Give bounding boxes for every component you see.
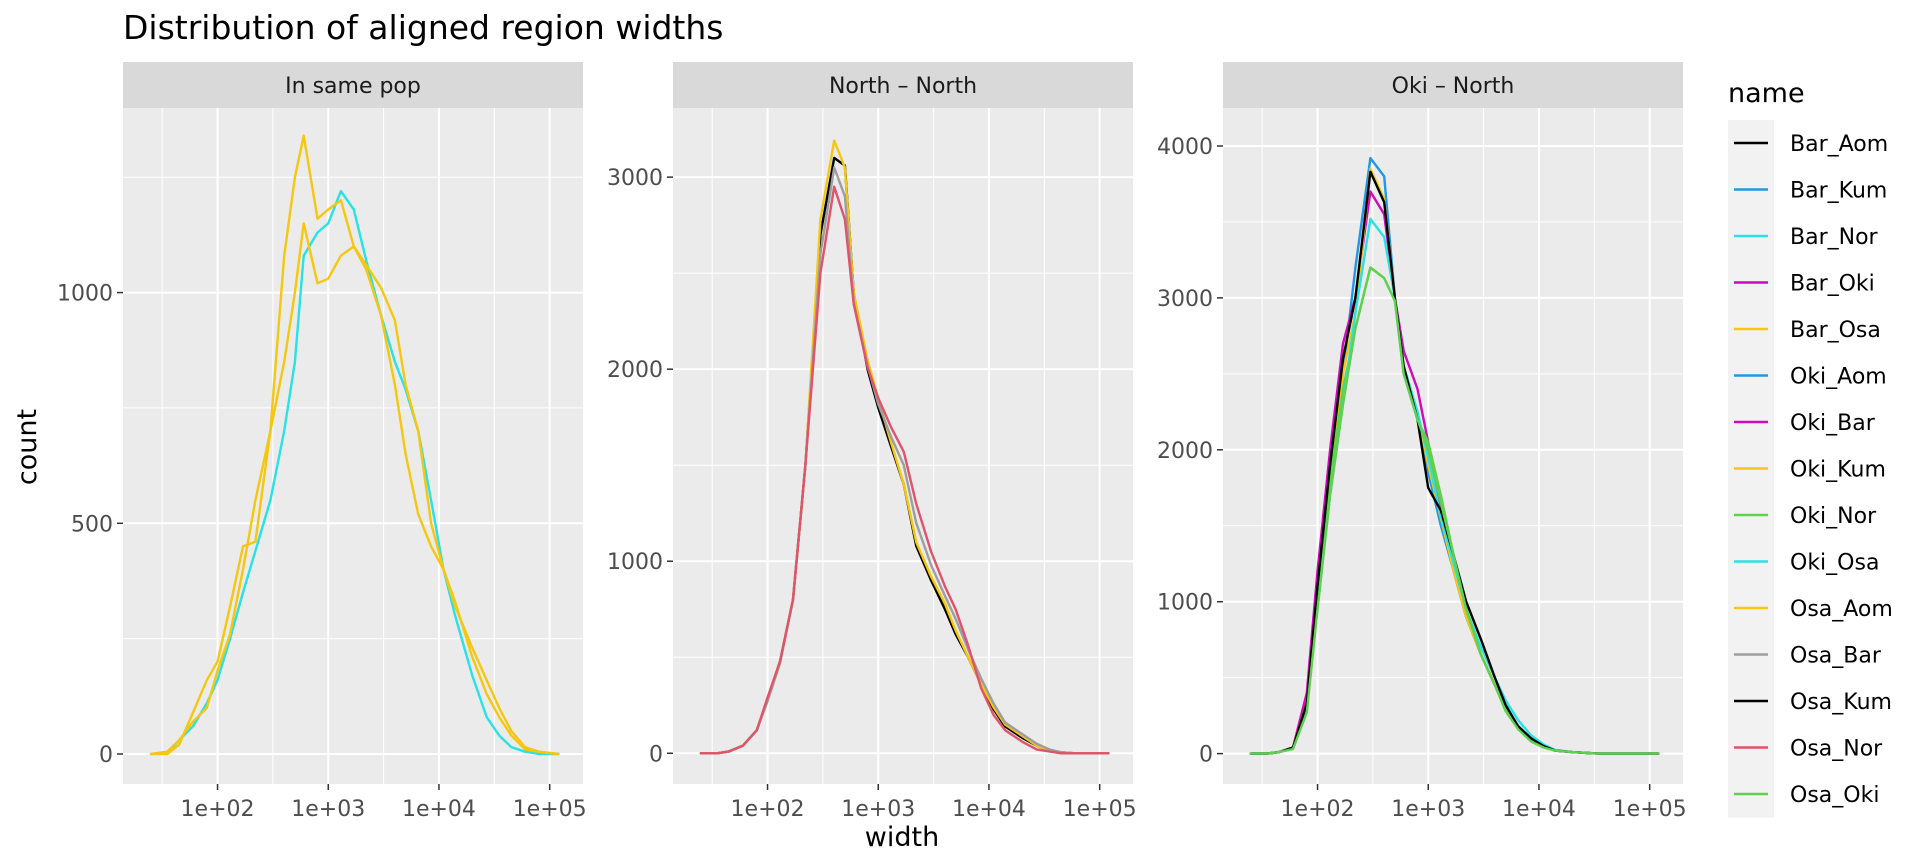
x-tick-label: 1e+05 [513,797,587,822]
facet-strip-label: In same pop [285,74,421,99]
facet-strip [673,62,1133,108]
legend-label: Osa_Kum [1790,690,1892,715]
facet-strip [1223,62,1683,108]
panel-background [673,108,1133,784]
legend-item: Osa_Nor [1734,737,1883,762]
legend: name Bar_Aom Bar_Kum Bar_Nor Bar_Oki Bar_Osa… [1728,78,1893,818]
legend-title: name [1728,78,1805,109]
y-tick-label: 1000 [57,282,113,307]
legend-item: Oki_Bar [1734,411,1876,436]
y-tick-label: 2000 [1157,439,1213,464]
legend-label: Oki_Nor [1790,504,1877,529]
series-line-oki-kum [149,134,560,756]
x-tick-label: 1e+05 [1613,797,1687,822]
x-tick-label: 1e+02 [181,797,255,822]
x-tick-label: 1e+04 [952,797,1026,822]
facet-strip [123,62,583,108]
x-tick-label: 1e+04 [402,797,476,822]
legend-label: Oki_Aom [1790,365,1887,390]
legend-item: Oki_Osa [1734,551,1879,576]
series-line-bar-osa [149,222,560,756]
y-tick-label: 0 [1199,743,1213,768]
facet-strip-label: Oki – North [1392,74,1515,99]
facet-panel: In same pop 0 500 1000 1e+02 1e+03 1e+04 1e+05 [57,62,587,822]
legend-item: Oki_Kum [1734,458,1886,483]
x-axis-title: width [865,822,939,853]
legend-label: Bar_Aom [1790,132,1888,157]
legend-item: Osa_Oki [1734,783,1879,808]
facet-panel: North – North 0 1000 2000 3000 1e+02 1e+03 1e+0… [607,62,1137,822]
legend-item: Bar_Aom [1734,132,1888,157]
y-tick-label: 4000 [1157,135,1213,160]
legend-label: Bar_Oki [1790,272,1875,297]
legend-label: Oki_Kum [1790,458,1886,483]
x-tick-label: 1e+02 [1281,797,1355,822]
y-axis-title: count [12,409,43,485]
legend-item: Osa_Kum [1734,690,1892,715]
legend-label: Oki_Bar [1790,411,1876,436]
y-tick-label: 500 [71,512,113,537]
y-tick-label: 3000 [1157,287,1213,312]
legend-label: Bar_Kum [1790,179,1887,204]
x-tick-label: 1e+03 [291,797,365,822]
y-tick-label: 3000 [607,166,663,191]
legend-item: Bar_Kum [1734,179,1887,204]
x-tick-label: 1e+05 [1063,797,1137,822]
series-line-osa-nor [699,185,1110,755]
legend-item: Oki_Aom [1734,365,1887,390]
y-tick-label: 1000 [607,550,663,575]
series-line-osa-oki [1249,266,1660,755]
x-tick-label: 1e+03 [1391,797,1465,822]
panel-background [1223,108,1683,784]
legend-label: Osa_Nor [1790,737,1883,762]
x-tick-label: 1e+04 [1502,797,1576,822]
legend-label: Oki_Osa [1790,551,1879,576]
legend-item: Osa_Aom [1734,597,1893,622]
legend-item: Bar_Osa [1734,318,1881,343]
y-tick-label: 0 [649,742,663,767]
series-line-bar-nor [165,189,560,756]
legend-item: Osa_Bar [1734,644,1882,669]
legend-item: Oki_Nor [1734,504,1877,529]
y-tick-label: 0 [99,743,113,768]
legend-label: Osa_Aom [1790,597,1893,622]
legend-label: Bar_Osa [1790,318,1881,343]
x-tick-label: 1e+02 [731,797,805,822]
y-tick-label: 1000 [1157,591,1213,616]
panel-background [123,108,583,784]
x-tick-label: 1e+03 [841,797,915,822]
facet-strip-label: North – North [829,74,977,99]
legend-item: Bar_Nor [1734,225,1879,250]
legend-item: Bar_Oki [1734,272,1875,297]
facet-panel: Oki – North 0 1000 2000 3000 4000 1e+02 1e+03 1e… [1157,62,1687,822]
legend-label: Bar_Nor [1790,225,1879,250]
chart-title: Distribution of aligned region widths [123,8,723,47]
legend-label: Osa_Bar [1790,644,1882,669]
legend-label: Osa_Oki [1790,783,1879,808]
y-tick-label: 2000 [607,358,663,383]
